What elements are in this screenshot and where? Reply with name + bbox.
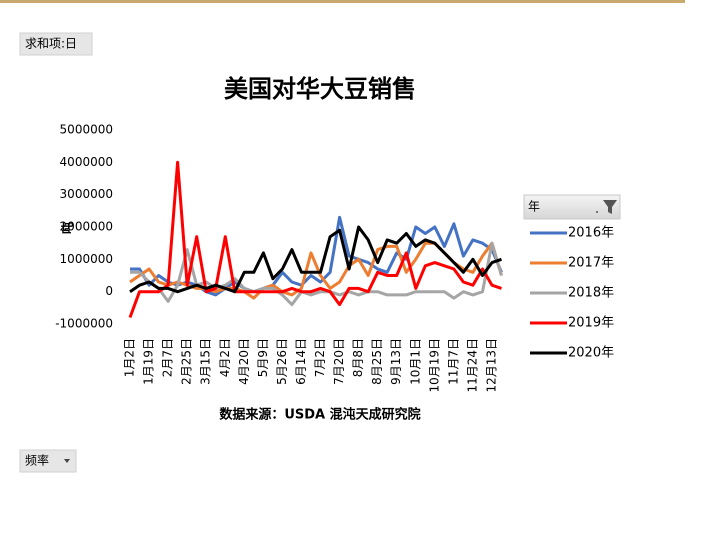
x-tick-label: 4月2日 xyxy=(218,338,232,377)
x-tick-label: 10月1日 xyxy=(408,338,422,385)
series-line xyxy=(128,160,502,319)
series-line xyxy=(129,225,502,294)
x-tick-label: 5月26日 xyxy=(275,338,289,385)
x-tick-label: 8月25日 xyxy=(370,338,384,385)
y-tick-label: 1000000 xyxy=(60,252,113,266)
x-tick-label: 7月2日 xyxy=(313,338,327,377)
x-axis-label: 数据来源：USDA 混沌天成研究院 xyxy=(219,407,420,423)
y-tick-label: 5000000 xyxy=(60,123,113,137)
x-tick-label: 2月7日 xyxy=(161,338,175,377)
x-tick-label: 9月13日 xyxy=(389,338,403,385)
y-tick-label: 2000000 xyxy=(60,220,113,234)
series-line xyxy=(130,215,503,297)
legend-label: 2018年 xyxy=(568,286,614,301)
filter-button[interactable] xyxy=(19,32,93,56)
x-tick-label: 2月25日 xyxy=(180,338,194,385)
x-tick-label: 11月24日 xyxy=(465,338,479,393)
legend-label: 2019年 xyxy=(568,316,614,331)
y-tick-label: 0 xyxy=(105,284,113,298)
top-border xyxy=(0,0,685,3)
x-tick-label: 11月7日 xyxy=(446,338,460,385)
chart-title: 美国对华大豆销售 xyxy=(224,75,416,103)
y-tick-label: 3000000 xyxy=(60,187,113,201)
filter-icon xyxy=(603,200,617,214)
legend-title: 年 xyxy=(528,200,540,214)
y-tick-label: 4000000 xyxy=(60,155,113,169)
x-tick-label: 5月9日 xyxy=(256,338,270,377)
filter-button-label: 求和项:日 xyxy=(25,37,77,51)
axis-field-button-label: 频率 xyxy=(25,453,49,468)
y-tick-label: -1000000 xyxy=(55,317,113,331)
x-tick-label: 6月14日 xyxy=(294,338,308,385)
legend-label: 2016年 xyxy=(568,226,614,241)
x-tick-label: 7月20日 xyxy=(332,338,346,385)
x-tick-label: 1月19日 xyxy=(142,338,156,385)
legend-label: 2020年 xyxy=(568,346,614,361)
dropdown-arrow xyxy=(64,459,70,463)
x-tick-label: 8月8日 xyxy=(351,338,365,377)
legend-label: 2017年 xyxy=(568,256,614,271)
y-axis-label: 吨 xyxy=(60,222,75,234)
x-tick-label: 4月20日 xyxy=(237,338,251,385)
x-tick-label: 10月19日 xyxy=(427,338,441,393)
x-tick-label: 1月2日 xyxy=(123,338,137,377)
axis-field-button[interactable] xyxy=(19,449,77,473)
x-tick-label: 3月15日 xyxy=(199,338,213,385)
legend-header[interactable] xyxy=(523,194,621,220)
filter-icon-dot xyxy=(596,211,598,213)
x-tick-label: 12月13日 xyxy=(485,338,499,393)
